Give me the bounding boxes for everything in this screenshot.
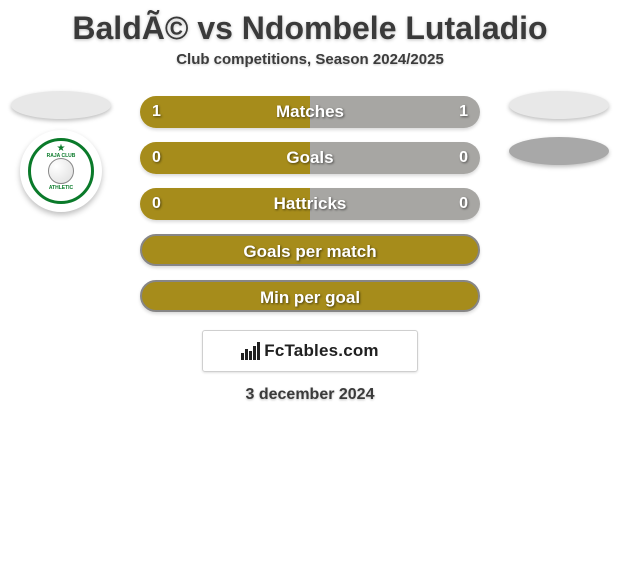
date-label: 3 december 2024 (0, 372, 620, 404)
stat-bar: 0 0 Hattricks (140, 188, 480, 220)
bar-left: 0 (140, 142, 310, 174)
stat-bar: Goals per match (140, 234, 480, 266)
stat-right-value: 0 (447, 195, 480, 213)
bar-right: 1 (310, 96, 480, 128)
bar-chart-icon (241, 342, 260, 360)
stat-left-value: 0 (140, 149, 173, 167)
stat-row-matches: 1 1 Matches (0, 96, 620, 134)
page-title: BaldÃ© vs Ndombele Lutaladio (0, 0, 620, 51)
player2-club-badge-slot (504, 91, 614, 119)
bar-track: 0 0 (140, 188, 480, 220)
stat-left-value: 0 (140, 195, 173, 213)
stat-label: Min per goal (140, 280, 480, 312)
stat-bar: 0 0 Goals (140, 142, 480, 174)
stat-row-goals: ★ RAJA CLUB ATHLETIC 0 0 Goals (0, 142, 620, 180)
page-subtitle: Club competitions, Season 2024/2025 (0, 51, 620, 96)
bar-left: 0 (140, 188, 310, 220)
stat-label: Goals per match (140, 234, 480, 266)
stat-row-mpg: Min per goal (0, 280, 620, 318)
bar-track: 1 1 (140, 96, 480, 128)
football-icon (48, 158, 74, 184)
stat-bar: Min per goal (140, 280, 480, 312)
bar-track: 0 0 (140, 142, 480, 174)
player1-club-badge-slot (6, 91, 116, 119)
stat-right-value: 0 (447, 149, 480, 167)
brand-link[interactable]: FcTables.com (202, 330, 418, 372)
player2-club-badge-slot (504, 137, 614, 165)
stat-left-value: 1 (140, 103, 173, 121)
brand-text: FcTables.com (264, 341, 379, 361)
comparison-widget: BaldÃ© vs Ndombele Lutaladio Club compet… (0, 0, 620, 404)
stat-right-value: 1 (447, 103, 480, 121)
stat-row-hattricks: 0 0 Hattricks (0, 188, 620, 226)
club-oval-icon (509, 91, 609, 119)
stat-row-gpm: Goals per match (0, 234, 620, 272)
club-oval-icon (509, 137, 609, 165)
stat-bar: 1 1 Matches (140, 96, 480, 128)
bar-right: 0 (310, 188, 480, 220)
bar-right: 0 (310, 142, 480, 174)
club-oval-icon (11, 91, 111, 119)
bar-left: 1 (140, 96, 310, 128)
